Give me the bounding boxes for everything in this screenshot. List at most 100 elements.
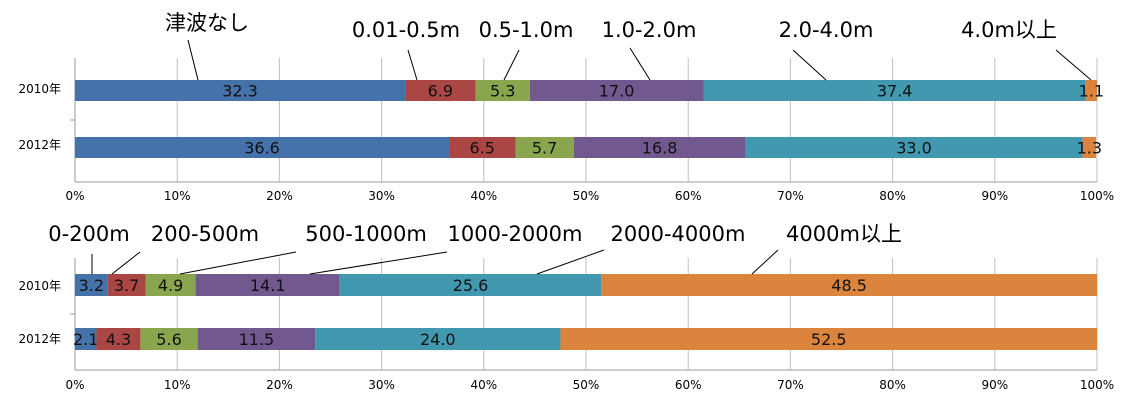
data-label: 1.1 <box>1079 82 1104 101</box>
legend-label: 0.5-1.0m <box>479 18 574 42</box>
data-label: 1.3 <box>1077 139 1102 158</box>
x-tick-label: 100% <box>1080 189 1114 203</box>
x-tick-label: 90% <box>981 189 1008 203</box>
legend-leader-line <box>1055 49 1092 81</box>
legend-label: 500-1000m <box>305 222 427 246</box>
legend-leader-line <box>629 47 651 81</box>
x-tick-label: 90% <box>981 378 1008 392</box>
x-tick-label: 70% <box>777 378 804 392</box>
x-tick-label: 20% <box>266 189 293 203</box>
legend-label: 1000-2000m <box>448 222 583 246</box>
x-tick-label: 40% <box>470 189 497 203</box>
bar-segment <box>1085 80 1097 101</box>
x-tick-label: 20% <box>266 378 293 392</box>
bar-segment <box>601 274 1097 296</box>
bar-segment <box>475 80 530 101</box>
data-label: 3.7 <box>114 276 139 295</box>
bar-segment <box>75 274 108 296</box>
bar-segment <box>96 328 141 350</box>
legend-label: 200-500m <box>151 222 259 246</box>
bar-segment <box>745 137 1083 158</box>
legend-label: 2.0-4.0m <box>779 18 874 42</box>
bar-segment <box>195 274 340 296</box>
data-label: 52.5 <box>811 330 847 349</box>
legend-leader-line <box>179 251 297 275</box>
chart-2: 0% 10% 20% 30% 40% 50% 60% 70% 80% 90% 100% 2010年 20… <box>18 222 1114 392</box>
data-label: 2.1 <box>73 330 98 349</box>
legend-leader-line <box>751 249 779 275</box>
x-tick-label: 80% <box>879 189 906 203</box>
bar-segment <box>315 328 561 350</box>
data-label: 3.2 <box>79 276 104 295</box>
legend-leader-line <box>187 39 199 81</box>
x-tick-label: 30% <box>368 378 395 392</box>
data-label: 37.4 <box>877 82 913 101</box>
legend-label: 1.0-2.0m <box>602 18 697 42</box>
data-label: 6.5 <box>470 139 495 158</box>
legend-label: 0-200m <box>48 222 129 246</box>
bar-segment <box>703 80 1086 101</box>
bar-segment <box>339 274 602 296</box>
legend-leader-line <box>309 251 448 275</box>
x-tick-label: 30% <box>368 189 395 203</box>
x-tick-label: 10% <box>164 189 191 203</box>
data-label: 11.5 <box>239 330 275 349</box>
data-label: 5.7 <box>532 139 557 158</box>
legend-label: 0.01-0.5m <box>352 18 460 42</box>
legend-leader-line <box>111 251 141 275</box>
legend-leader-line <box>792 49 827 81</box>
bar-segment <box>560 328 1097 350</box>
data-label: 48.5 <box>831 276 867 295</box>
category-label: 2010年 <box>18 279 61 293</box>
legend-label: 津波なし <box>165 11 249 35</box>
x-tick-label: 60% <box>675 378 702 392</box>
bar-segment <box>515 137 574 158</box>
bar-segment <box>75 137 450 158</box>
data-label: 4.3 <box>106 330 131 349</box>
bar-segment <box>449 137 516 158</box>
bar-segment <box>197 328 316 350</box>
x-tick-label: 70% <box>777 189 804 203</box>
data-label: 5.3 <box>490 82 515 101</box>
data-label: 5.6 <box>156 330 181 349</box>
x-tick-label: 0% <box>65 378 84 392</box>
data-label: 33.0 <box>896 139 932 158</box>
x-tick-label: 60% <box>675 189 702 203</box>
bar-segment <box>1082 137 1096 158</box>
data-label: 16.8 <box>642 139 678 158</box>
legend-label: 2000-4000m <box>611 222 746 246</box>
category-label: 2012年 <box>18 138 61 152</box>
bar-segment <box>107 274 146 296</box>
x-tick-label: 40% <box>470 378 497 392</box>
legend-label: 4000m以上 <box>786 222 902 246</box>
data-label: 24.0 <box>420 330 456 349</box>
legend-leader-line <box>407 49 418 81</box>
x-tick-label: 0% <box>65 189 84 203</box>
legend-leader-line <box>503 49 520 81</box>
x-tick-label: 80% <box>879 378 906 392</box>
bar-segment <box>145 274 196 296</box>
bar-segment <box>529 80 704 101</box>
bar-segment <box>140 328 198 350</box>
data-label: 6.9 <box>428 82 453 101</box>
data-label: 25.6 <box>453 276 489 295</box>
data-label: 17.0 <box>599 82 635 101</box>
x-tick-label: 50% <box>573 189 600 203</box>
bar-segment <box>75 80 406 101</box>
bar-segment <box>405 80 476 101</box>
legend-leader-line <box>536 249 605 275</box>
data-label: 36.6 <box>244 139 280 158</box>
data-label: 32.3 <box>222 82 258 101</box>
data-label: 4.9 <box>158 276 183 295</box>
x-tick-label: 100% <box>1080 378 1114 392</box>
x-tick-label: 50% <box>573 378 600 392</box>
category-label: 2010年 <box>18 82 61 96</box>
legend-label: 4.0m以上 <box>961 18 1057 42</box>
data-label: 14.1 <box>250 276 286 295</box>
x-tick-label: 10% <box>164 378 191 392</box>
chart-1: 0% 10% 20% 30% 40% 50% 60% 70% 80% 90% 100% 2010年 20… <box>18 11 1114 203</box>
bar-segment <box>573 137 746 158</box>
category-label: 2012年 <box>18 332 61 346</box>
bar-segment <box>75 328 97 350</box>
